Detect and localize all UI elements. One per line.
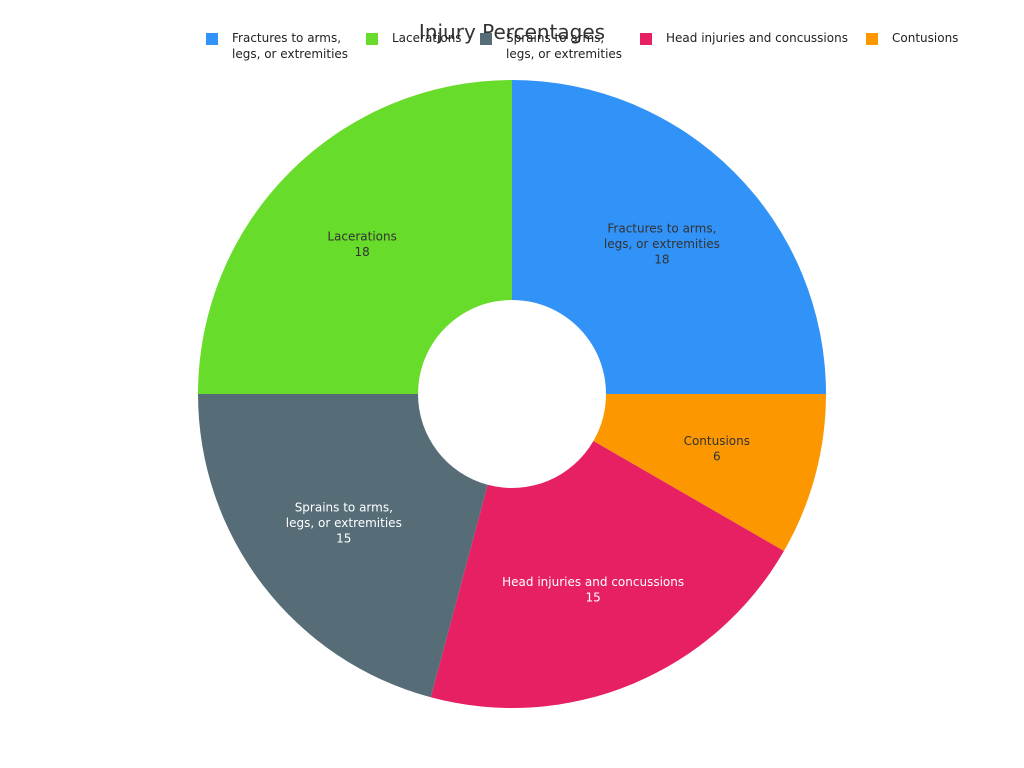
legend-item-lacerations[interactable]: Lacerations (366, 30, 462, 46)
legend-label: Contusions (892, 31, 959, 45)
legend-item-fractures[interactable]: Fractures to arms, legs, or extremities (206, 30, 348, 62)
slice-label: Contusions 6 (684, 434, 750, 464)
slice-fractures-to-arms[interactable] (512, 80, 826, 394)
slice-label: Sprains to arms, legs, or extremities 15 (286, 501, 402, 546)
slice-label: Lacerations 18 (327, 229, 397, 259)
legend-item-contusions[interactable]: Contusions (866, 30, 958, 46)
legend-label: Lacerations (392, 31, 462, 45)
legend-label: Fractures to arms, legs, or extremities (232, 31, 349, 61)
legend-swatch (640, 33, 652, 45)
slice-label: Head injuries and concussions 15 (502, 575, 684, 605)
slice-lacerations[interactable] (198, 80, 512, 394)
legend-swatch (480, 33, 492, 45)
legend-label: Head injuries and concussions (666, 31, 848, 45)
legend-label: Sprains to arms, legs, or extremities (506, 31, 623, 61)
legend-item-head-injuries[interactable]: Head injuries and concussions (640, 30, 848, 46)
slice-label: Fractures to arms, legs, or extremities 18 (604, 222, 720, 267)
slices-group (198, 80, 826, 708)
slice-head-injuries-and-concussions[interactable] (430, 441, 784, 708)
chart-legend: Fractures to arms, legs, or extremities … (0, 0, 1024, 70)
slice-sprains-to-arms[interactable] (198, 394, 488, 698)
legend-item-sprains[interactable]: Sprains to arms, legs, or extremities (480, 30, 622, 62)
legend-swatch (206, 33, 218, 45)
legend-swatch (866, 33, 878, 45)
chart-title: Injury Percentages (418, 20, 606, 44)
slice-labels-group: Fractures to arms, legs, or extremities 18… (286, 222, 750, 605)
legend-swatch (366, 33, 378, 45)
slice-contusions[interactable] (593, 394, 826, 551)
